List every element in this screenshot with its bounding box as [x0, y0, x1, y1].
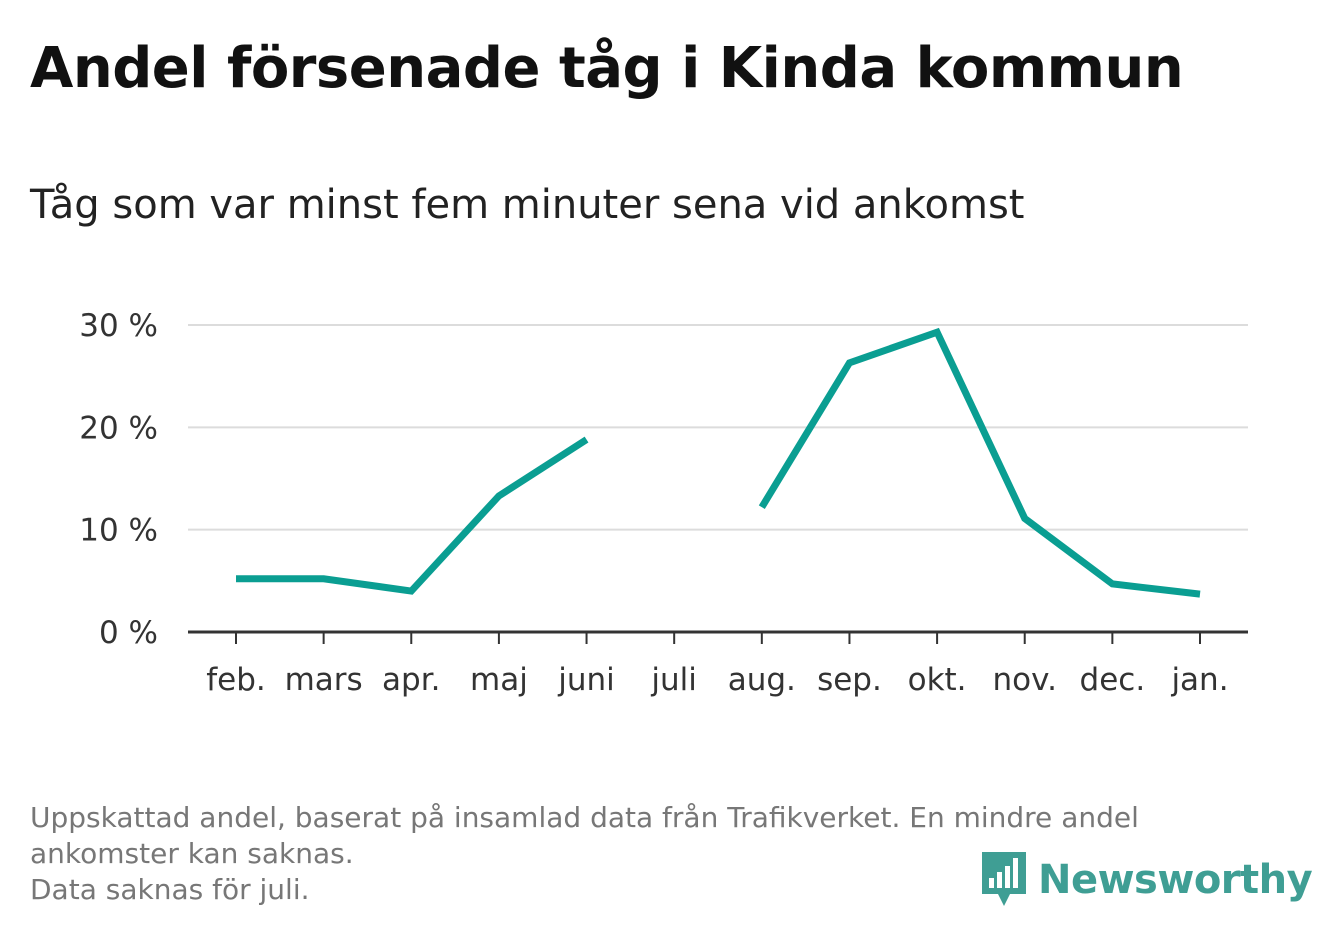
y-tick-label: 10 %	[79, 513, 158, 549]
x-tick-label: juni	[557, 662, 615, 698]
x-tick-label: nov.	[993, 662, 1057, 698]
y-tick-label: 20 %	[79, 410, 158, 446]
footer-note: Uppskattad andel, baserat på insamlad da…	[30, 800, 1280, 908]
x-tick-label: apr.	[382, 662, 440, 698]
series-lines	[236, 327, 1201, 598]
bar-chart-speech-bubble-icon	[982, 852, 1026, 906]
x-tick-label: juli	[650, 662, 697, 698]
y-gridlines	[188, 324, 1248, 531]
newsworthy-logo: Newsworthy	[980, 850, 1313, 910]
y-tick-labels: 0 % 10 % 20 % 30 %	[79, 308, 158, 651]
x-tick-label: okt.	[908, 662, 967, 698]
x-tick-label: jan.	[1170, 662, 1228, 698]
series-line-segment	[236, 436, 589, 595]
x-tick-label: aug.	[728, 662, 796, 698]
y-tick-label: 0 %	[99, 615, 158, 651]
y-tick-label: 30 %	[79, 308, 158, 344]
footer-note-line1: Uppskattad andel, baserat på insamlad da…	[30, 801, 1139, 870]
x-tick-label: dec.	[1080, 662, 1146, 698]
x-tick-label: sep.	[817, 662, 882, 698]
x-tick-label: mars	[285, 662, 363, 698]
brand-name: Newsworthy	[1038, 857, 1313, 903]
x-tick-label: maj	[470, 662, 528, 698]
footer-note-line2: Data saknas för juli.	[30, 873, 310, 906]
line-chart: 0 % 10 % 20 % 30 % feb. mars apr. maj juni juli a…	[79, 308, 1248, 698]
chart-title: Andel försenade tåg i Kinda kommun	[30, 36, 1184, 101]
chart-subtitle: Tåg som var minst fem minuter sena vid a…	[30, 182, 1025, 228]
x-tick-label: feb.	[206, 662, 266, 698]
x-axis: feb. mars apr. maj juni juli aug. sep. okt. nov. d…	[188, 630, 1248, 698]
series-line-segment	[758, 327, 1201, 598]
